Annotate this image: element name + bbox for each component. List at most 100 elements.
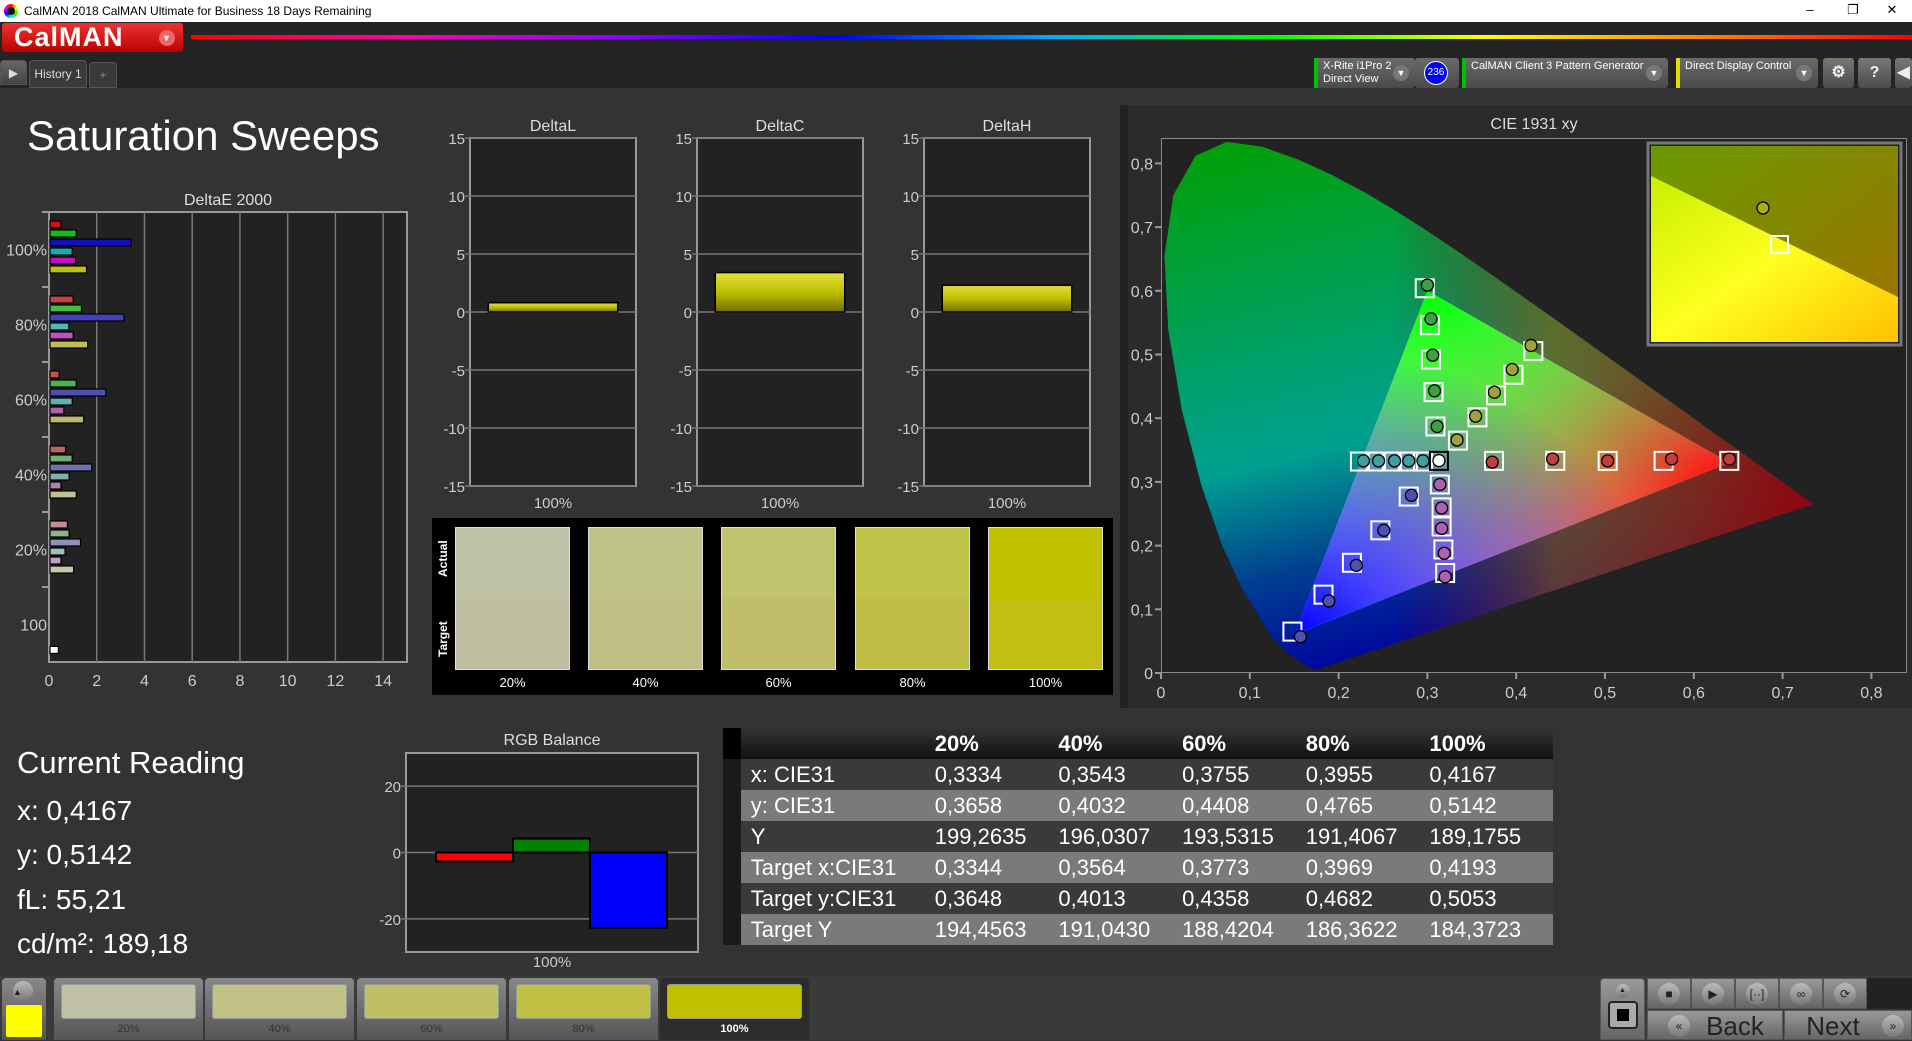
sweep-step-80%[interactable]: 80% <box>509 978 658 1040</box>
table-cell: 0,3955 <box>1305 761 1373 787</box>
deltae-x-tick-label: 0 <box>45 673 54 690</box>
next-button[interactable]: Next » <box>1784 1010 1912 1041</box>
deltac-y-tick-label: -15 <box>670 479 692 496</box>
chevron-left-icon[interactable]: ◀ <box>1895 58 1912 88</box>
table-cell: 193,5315 <box>1182 823 1274 849</box>
column-header: 100% <box>1429 730 1486 756</box>
sweep-step-label: 80% <box>572 1023 595 1035</box>
gear-icon[interactable]: ⚙ <box>1823 58 1854 88</box>
stop-icon: ■ <box>1658 983 1680 1005</box>
next-label: Next <box>1806 1011 1860 1041</box>
meter-badge[interactable]: 236 <box>1424 61 1448 85</box>
deltae-bar-red <box>49 520 69 529</box>
tab-history-1[interactable]: History 1 <box>29 60 87 88</box>
rgb-bar-1 <box>512 837 591 854</box>
cie-chart-title: CIE 1931 xy <box>1490 116 1578 133</box>
meter-status-bar <box>1314 58 1318 88</box>
deltae-x-tick-label: 14 <box>374 673 392 690</box>
table-row: y: CIE31 0,3658 0,4032 0,4408 0,4765 0,5142 <box>723 790 1553 821</box>
cie-plot-area <box>1161 138 1907 673</box>
minimize-button[interactable]: – <box>1806 2 1814 17</box>
rgb-y-tick-label: 20 <box>384 779 401 796</box>
deltae-x-tick-label: 10 <box>279 673 297 690</box>
deltae-bar-magenta <box>49 256 77 265</box>
deltae-bar-cyan <box>49 247 73 256</box>
column-header: 20% <box>934 730 979 756</box>
sweep-step-color <box>364 984 499 1019</box>
table-cell: 0,3564 <box>1058 854 1126 880</box>
meter-selector[interactable]: X-Rite i1Pro 2 Direct View ▼ <box>1314 58 1415 88</box>
swatch-label: 100% <box>1028 675 1063 690</box>
table-cell: 0,3344 <box>934 854 1003 880</box>
play-button[interactable]: ▶ <box>1691 978 1735 1009</box>
chevron-up-icon[interactable]: ▲ <box>13 981 33 1001</box>
swatch-20% <box>455 527 570 670</box>
deltae-bar-red <box>49 445 67 454</box>
table-row: Y 199,2635 196,0307 193,5315 191,4067 189,175… <box>723 821 1553 852</box>
table-cell: 191,0430 <box>1058 916 1151 942</box>
back-button[interactable]: « Back <box>1647 1010 1783 1041</box>
deltae-x-tick-label: 6 <box>188 673 197 690</box>
sweep-step-100%[interactable]: 100% <box>660 978 809 1040</box>
chevron-down-icon: ▼ <box>1646 65 1662 81</box>
current-reading-title: Current Reading <box>17 745 245 780</box>
deltae-bar-cyan <box>49 322 70 331</box>
swatch-80% <box>855 527 970 670</box>
add-tab-button[interactable]: + <box>89 62 117 88</box>
source-name: CalMAN Client 3 Pattern Generator <box>1471 60 1644 72</box>
deltae-bar-blue <box>49 238 132 247</box>
table-cell: 0,5053 <box>1429 885 1497 911</box>
swatch-label: 80% <box>899 675 926 690</box>
rgb-y-tick-label: 0 <box>393 846 401 863</box>
deltae-bar-green <box>49 229 77 238</box>
table-cell: 196,0307 <box>1058 823 1151 849</box>
table-cell: 194,4563 <box>934 916 1027 942</box>
deltal-chart-title: DeltaL <box>529 118 577 135</box>
close-button[interactable]: ✕ <box>1886 2 1898 17</box>
table-cell: 186,3622 <box>1305 916 1398 942</box>
deltal-y-tick-label: 0 <box>457 305 465 322</box>
loop-button[interactable]: ∞ <box>1779 978 1823 1009</box>
deltae-bar-blue <box>49 463 93 472</box>
help-button[interactable]: ? <box>1858 58 1891 88</box>
column-header: 40% <box>1058 730 1103 756</box>
rgb-category-label: 100% <box>533 954 571 971</box>
deltac-chart-title: DeltaC <box>755 118 805 135</box>
deltal-y-tick-label: -15 <box>443 479 465 496</box>
stop-button[interactable]: ■ <box>1647 978 1691 1009</box>
deltae-bar-yellow <box>49 340 89 349</box>
deltal-plot-area <box>469 137 637 487</box>
table-cell: 0,4013 <box>1058 885 1126 911</box>
deltae-bar-magenta <box>49 481 62 490</box>
table-cell: 0,3648 <box>934 885 1003 911</box>
table-cell: 0,3658 <box>934 792 1003 818</box>
bracket-button[interactable]: [··] <box>1735 978 1779 1009</box>
swatch-label: 20% <box>499 675 526 690</box>
sweep-step-color <box>667 984 802 1019</box>
refresh-button[interactable]: ⟳ <box>1823 978 1867 1009</box>
deltac-y-tick-label: -5 <box>679 363 692 380</box>
measurement-table: 20% 40% 60% 80% 100% x: CIE31 0,3334 0,3543 0,37… <box>723 728 1553 945</box>
sweep-step-60%[interactable]: 60% <box>357 978 506 1040</box>
row-label: Target y:CIE31 <box>750 885 897 911</box>
stop-measurement-button[interactable]: ▲ <box>1600 978 1645 1040</box>
sweep-step-40%[interactable]: 40% <box>205 978 354 1040</box>
source-status-bar <box>1462 58 1466 88</box>
play-icon[interactable]: ▶ <box>0 60 27 85</box>
deltal-category-label: 100% <box>534 495 572 512</box>
display-status-bar <box>1676 58 1680 88</box>
calman-menu-button[interactable]: CalMAN ▼ <box>2 23 183 52</box>
sweep-step-label: 100% <box>720 1023 749 1035</box>
sweep-step-20%[interactable]: 20% <box>54 978 203 1040</box>
deltae-category-label: 40% <box>15 468 47 485</box>
deltah-y-tick-label: 15 <box>902 131 919 148</box>
deltae-chart-title: DeltaE 2000 <box>183 192 273 209</box>
row-label: Y <box>750 823 766 849</box>
meter-name: X-Rite i1Pro 2 <box>1323 60 1392 72</box>
sweep-step-label: 40% <box>268 1023 291 1035</box>
deltal-y-tick-label: -10 <box>443 421 465 438</box>
source-selector[interactable]: CalMAN Client 3 Pattern Generator ▼ <box>1462 58 1668 88</box>
display-selector[interactable]: Direct Display Control ▼ <box>1676 58 1818 88</box>
restore-button[interactable]: ❐ <box>1847 2 1859 17</box>
deltah-y-tick-label: 10 <box>902 189 919 206</box>
